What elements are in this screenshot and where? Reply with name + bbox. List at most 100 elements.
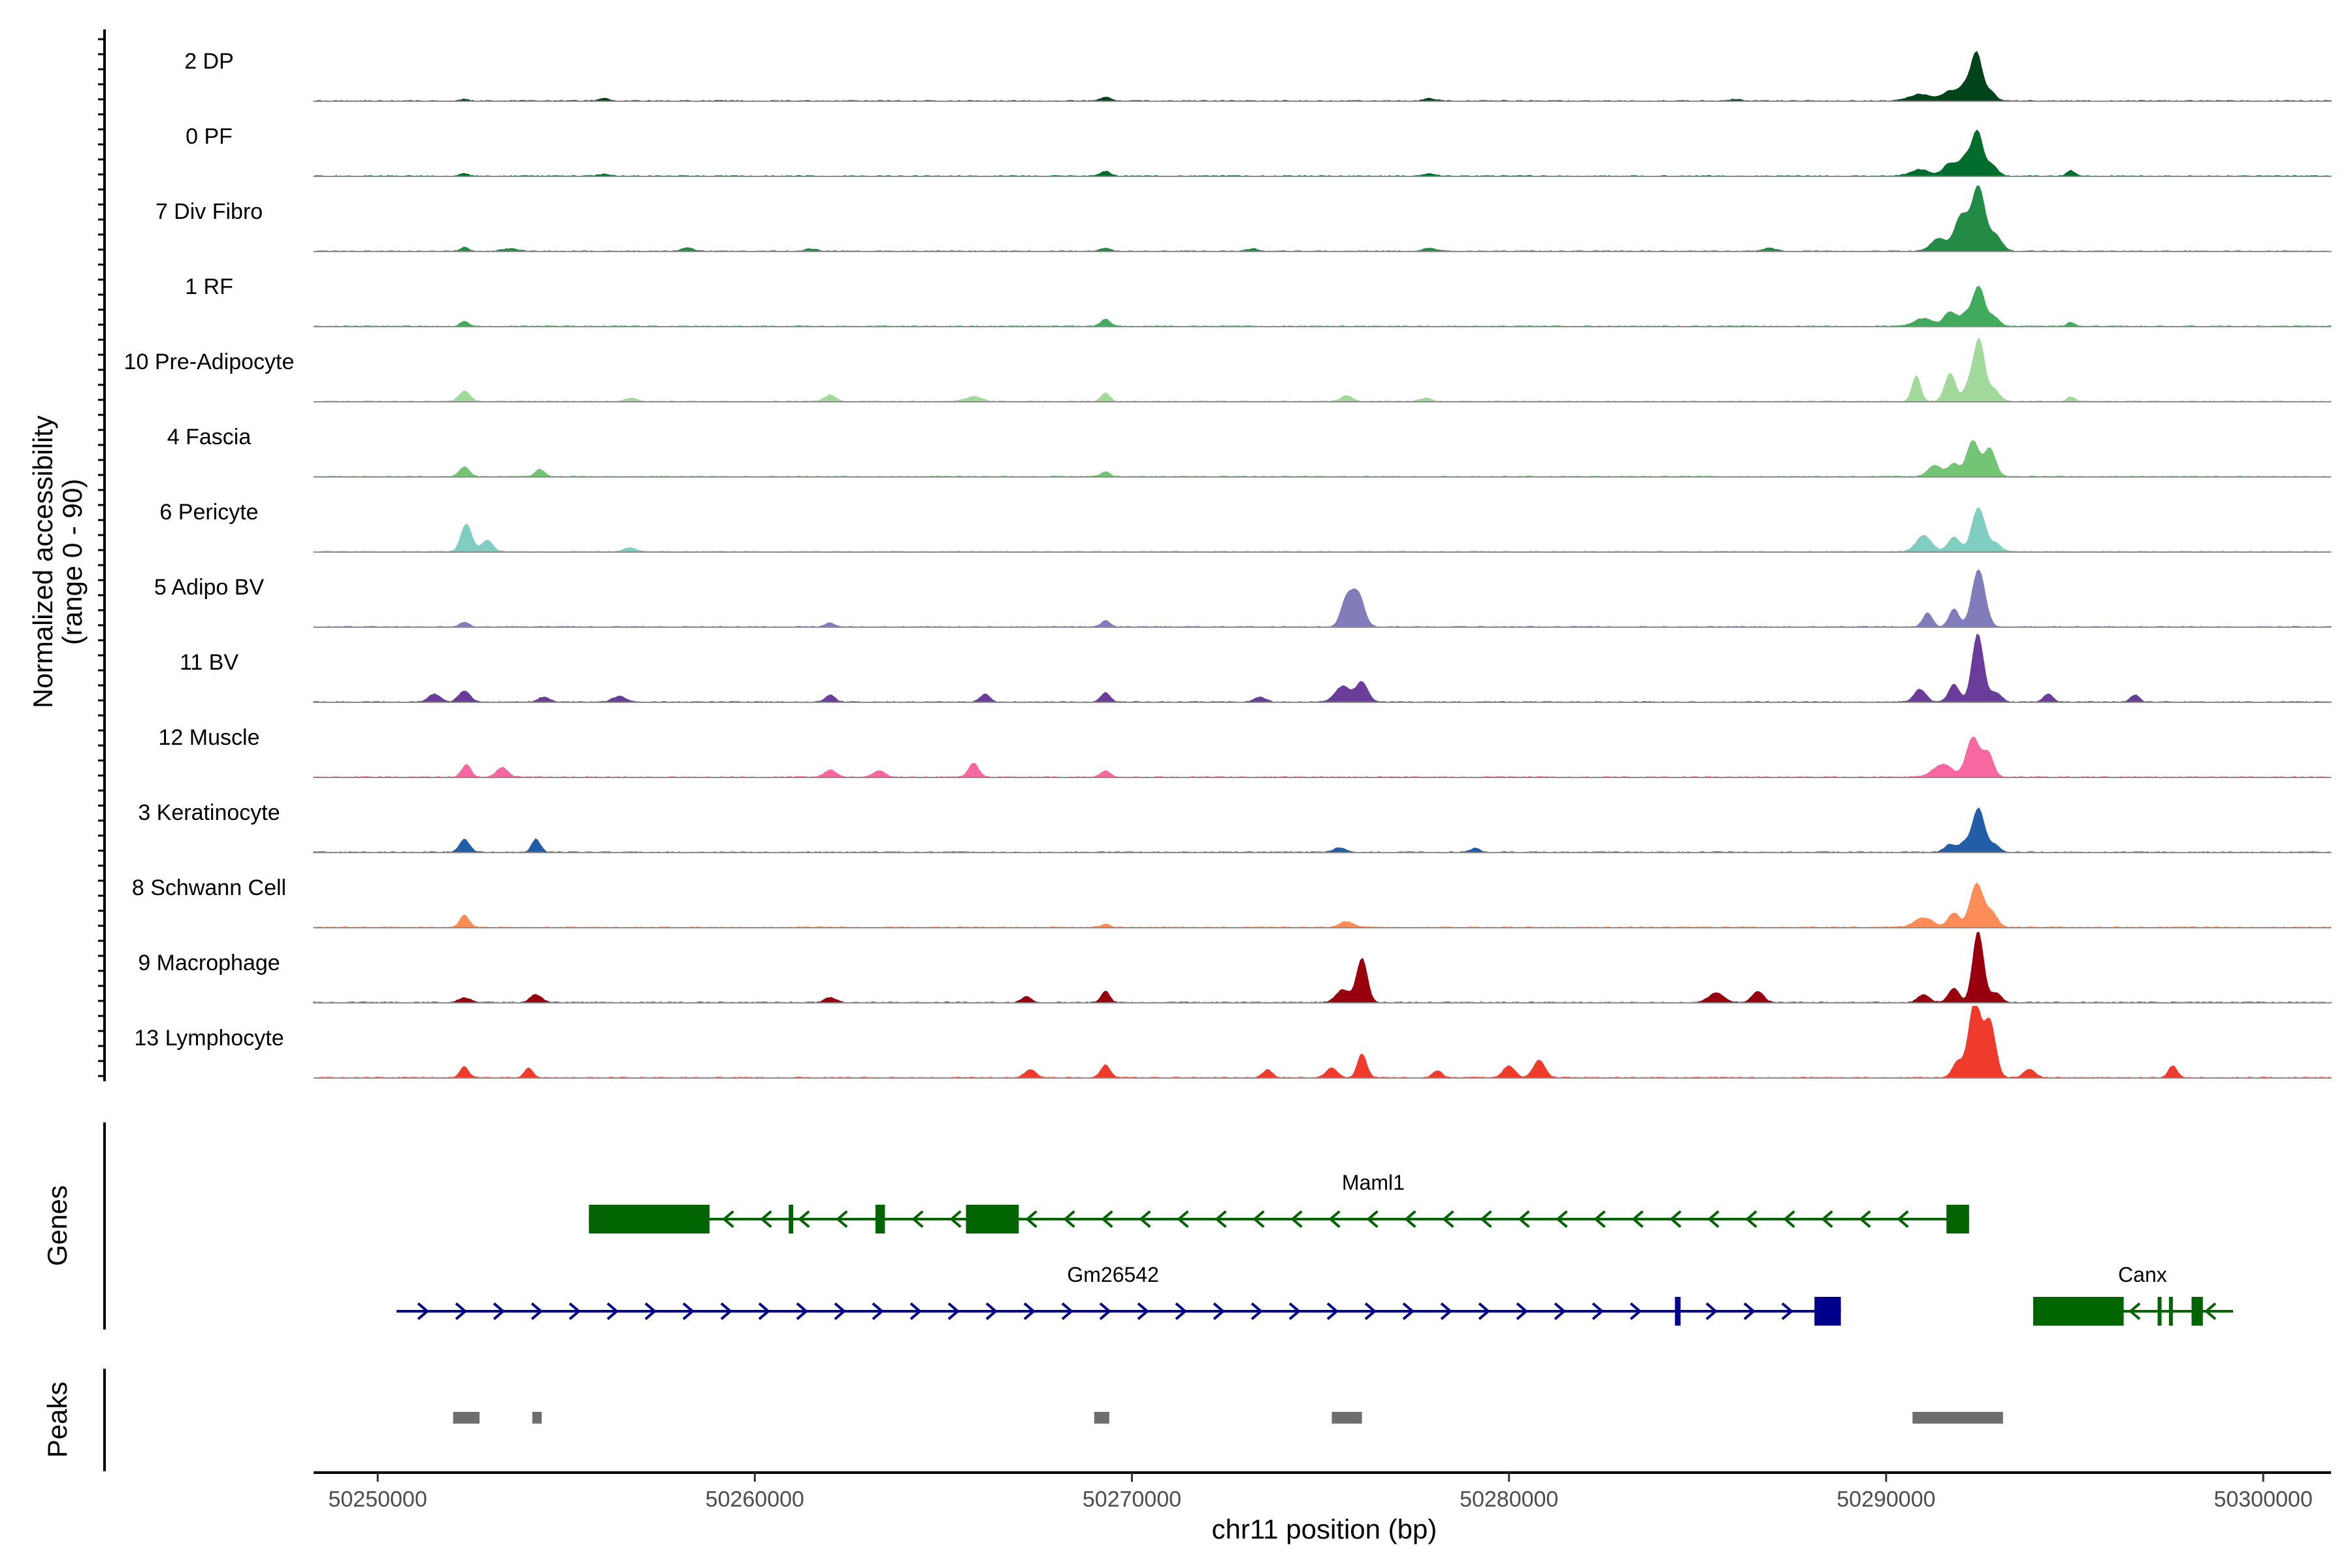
strand-arrow-Canx <box>2204 1302 2217 1320</box>
coverage-tracks: 2 DP 0 PF 7 Div Fibro 1 RF 10 Pre-Adipocyte 4… <box>124 49 2332 1079</box>
strand-arrow-Gm26542 <box>796 1302 809 1320</box>
coverage-area-11 <box>313 807 2332 853</box>
strand-arrow-Canx <box>2128 1302 2141 1320</box>
track-label-14: 13 Lymphocyte <box>134 1026 284 1051</box>
peak-region-1 <box>453 1412 480 1424</box>
strand-arrow-Gm26542 <box>1061 1302 1074 1320</box>
genes-panel-label: Genes <box>42 1185 73 1266</box>
exon-Maml1-2 <box>789 1205 794 1233</box>
strand-arrow-Maml1 <box>722 1210 734 1228</box>
exon-Canx-2 <box>2157 1297 2162 1326</box>
strand-arrow-Gm26542 <box>682 1302 695 1320</box>
coverage-area-1 <box>313 51 2332 102</box>
track-label-7: 6 Pericyte <box>159 500 258 525</box>
strand-arrow-Maml1 <box>1063 1210 1075 1228</box>
y-axis-range: (range 0 - 90) <box>57 479 88 645</box>
strand-arrow-Gm26542 <box>872 1302 885 1320</box>
strand-arrow-Gm26542 <box>455 1302 468 1320</box>
x-tick-label: 50260000 <box>706 1487 804 1512</box>
coverage-area-5 <box>313 337 2332 402</box>
x-tick-label: 50270000 <box>1083 1487 1181 1512</box>
track-label-5: 10 Pre-Adipocyte <box>124 350 295 374</box>
strand-arrow-Maml1 <box>1215 1210 1227 1228</box>
strand-arrow-Maml1 <box>1177 1210 1189 1228</box>
strand-arrow-Gm26542 <box>606 1302 619 1320</box>
strand-arrow-Gm26542 <box>834 1302 847 1320</box>
strand-arrow-Maml1 <box>798 1210 810 1228</box>
strand-arrow-Gm26542 <box>1743 1302 1756 1320</box>
strand-arrow-Gm26542 <box>1629 1302 1642 1320</box>
strand-arrow-Maml1 <box>1518 1210 1530 1228</box>
strand-arrow-Maml1 <box>911 1210 924 1228</box>
track-label-10: 12 Muscle <box>159 725 260 750</box>
strand-arrow-Gm26542 <box>1137 1302 1150 1320</box>
strand-arrow-Gm26542 <box>1402 1302 1415 1320</box>
strand-arrow-Maml1 <box>1366 1210 1379 1228</box>
track-label-9: 11 BV <box>180 650 238 675</box>
coverage-area-10 <box>313 736 2332 778</box>
exon-Maml1-4 <box>966 1205 1019 1233</box>
strand-arrow-Maml1 <box>1025 1210 1037 1228</box>
coverage-area-3 <box>313 186 2332 252</box>
track-label-3: 7 Div Fibro <box>155 199 263 224</box>
strand-arrow-Gm26542 <box>985 1302 998 1320</box>
y-axis <box>98 29 106 1081</box>
strand-arrow-Maml1 <box>1745 1210 1757 1228</box>
track-label-13: 9 Macrophage <box>138 951 280 975</box>
x-tick-label: 50290000 <box>1837 1487 1935 1512</box>
gene-label-Maml1: Maml1 <box>1342 1171 1405 1194</box>
strand-arrow-Maml1 <box>1328 1210 1341 1228</box>
track-label-12: 8 Schwann Cell <box>132 875 286 900</box>
strand-arrow-Maml1 <box>1101 1210 1113 1228</box>
x-tick-label: 50300000 <box>2213 1487 2312 1512</box>
strand-arrow-Maml1 <box>1556 1210 1568 1228</box>
strand-arrow-Gm26542 <box>1592 1302 1605 1320</box>
exon-Canx-1 <box>2033 1297 2124 1326</box>
strand-arrow-Gm26542 <box>1023 1302 1036 1320</box>
track-label-6: 4 Fascia <box>167 425 252 449</box>
strand-arrow-Gm26542 <box>493 1302 506 1320</box>
y-axis-title: Normalized accessibility <box>27 416 58 708</box>
x-tick-label: 50280000 <box>1460 1487 1558 1512</box>
exon-Gm26542-2 <box>1814 1297 1841 1326</box>
strand-arrow-Maml1 <box>1821 1210 1833 1228</box>
peak-region-3 <box>1094 1412 1109 1424</box>
track-label-8: 5 Adipo BV <box>154 575 265 600</box>
strand-arrow-Gm26542 <box>1213 1302 1226 1320</box>
strand-arrow-Gm26542 <box>1099 1302 1112 1320</box>
coverage-area-13 <box>313 932 2332 1004</box>
strand-arrow-Gm26542 <box>644 1302 657 1320</box>
coverage-area-9 <box>313 634 2332 703</box>
strand-arrow-Gm26542 <box>568 1302 581 1320</box>
strand-arrow-Gm26542 <box>1781 1302 1794 1320</box>
strand-arrow-Gm26542 <box>1175 1302 1188 1320</box>
track-label-1: 2 DP <box>184 49 234 74</box>
strand-arrow-Gm26542 <box>909 1302 923 1320</box>
strand-arrow-Maml1 <box>1631 1210 1644 1228</box>
strand-arrow-Maml1 <box>949 1210 962 1228</box>
strand-arrow-Maml1 <box>1252 1210 1265 1228</box>
x-axis: 50250000 50260000 50270000 50280000 50290000… <box>314 1471 2331 1512</box>
exon-Canx-3 <box>2168 1297 2173 1326</box>
gene-label-Gm26542: Gm26542 <box>1067 1263 1159 1286</box>
strand-arrow-Maml1 <box>1442 1210 1454 1228</box>
strand-arrow-Gm26542 <box>1516 1302 1529 1320</box>
strand-arrow-Gm26542 <box>1705 1302 1718 1320</box>
strand-arrow-Maml1 <box>1897 1210 1909 1228</box>
peak-regions <box>453 1412 2003 1424</box>
strand-arrow-Maml1 <box>1593 1210 1606 1228</box>
coverage-area-6 <box>313 440 2332 478</box>
track-label-11: 3 Keratinocyte <box>138 800 280 825</box>
coverage-area-7 <box>313 507 2332 553</box>
strand-arrow-Gm26542 <box>531 1302 544 1320</box>
strand-arrow-Maml1 <box>1139 1210 1151 1228</box>
track-label-4: 1 RF <box>185 274 233 299</box>
coverage-area-12 <box>313 882 2332 928</box>
gene-annotations: Maml1 Gm26542 Canx <box>396 1171 2233 1326</box>
strand-arrow-Maml1 <box>1480 1210 1492 1228</box>
strand-arrow-Maml1 <box>760 1210 772 1228</box>
coverage-area-14 <box>313 1005 2332 1079</box>
strand-arrow-Maml1 <box>1859 1210 1871 1228</box>
coverage-area-4 <box>313 286 2332 327</box>
